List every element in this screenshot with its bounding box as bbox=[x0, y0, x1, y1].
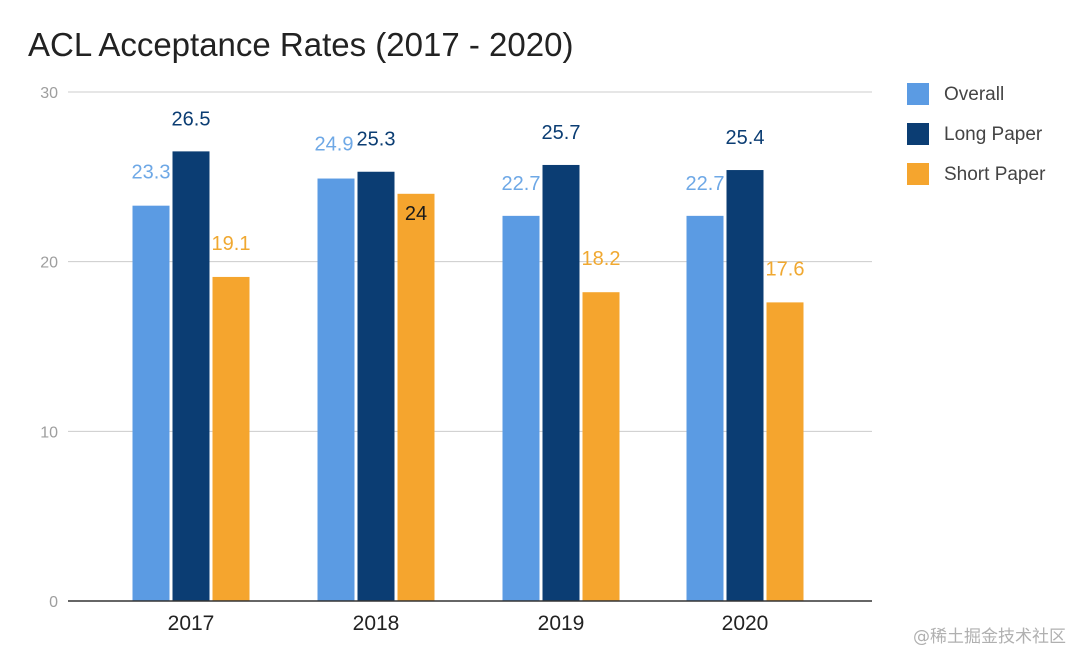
bar-overall-2017 bbox=[132, 205, 170, 601]
x-axis: 2017 2018 2019 2020 bbox=[68, 600, 872, 635]
y-tick-label: 20 bbox=[40, 255, 58, 272]
watermark-text: @稀土掘金技术社区 bbox=[913, 627, 1066, 647]
data-label-long-paper-2020: 25.4 bbox=[726, 127, 765, 149]
x-tick-label-2019: 2019 bbox=[538, 612, 585, 635]
bar-short-paper-2018 bbox=[397, 193, 435, 602]
legend: Overall Long Paper Short Paper bbox=[907, 83, 1046, 185]
bar-long-paper-2017 bbox=[172, 151, 210, 601]
data-label-short-paper-2017: 19.1 bbox=[212, 233, 251, 255]
bar-overall-2018 bbox=[317, 178, 355, 601]
legend-label-long-paper: Long Paper bbox=[944, 124, 1043, 145]
bar-long-paper-2018 bbox=[357, 171, 395, 601]
legend-swatch-short-paper bbox=[907, 163, 929, 185]
data-label-overall-2020: 22.7 bbox=[686, 173, 725, 195]
data-label-long-paper-2019: 25.7 bbox=[542, 122, 581, 144]
legend-label-short-paper: Short Paper bbox=[944, 164, 1046, 185]
data-label-short-paper-2019: 18.2 bbox=[582, 248, 621, 270]
data-label-long-paper-2017: 26.5 bbox=[172, 108, 211, 130]
data-label-overall-2018: 24.9 bbox=[315, 134, 354, 156]
data-label-short-paper-2020: 17.6 bbox=[766, 258, 805, 280]
x-tick-label-2018: 2018 bbox=[353, 612, 400, 635]
legend-label-overall: Overall bbox=[944, 84, 1004, 105]
data-label-overall-2019: 22.7 bbox=[502, 173, 541, 195]
bar-short-paper-2020 bbox=[766, 302, 804, 601]
bar-overall-2019 bbox=[502, 215, 540, 601]
bar-short-paper-2019 bbox=[582, 292, 620, 601]
x-tick-label-2020: 2020 bbox=[722, 612, 769, 635]
y-tick-label: 30 bbox=[40, 85, 58, 102]
x-tick-label-2017: 2017 bbox=[168, 612, 215, 635]
data-label-short-paper-2018: 24 bbox=[405, 203, 427, 225]
bars-layer bbox=[132, 151, 804, 602]
y-tick-label: 10 bbox=[40, 424, 58, 441]
bar-overall-2020 bbox=[686, 215, 724, 601]
data-label-long-paper-2018: 25.3 bbox=[357, 129, 396, 151]
legend-swatch-long-paper bbox=[907, 123, 929, 145]
chart-title: ACL Acceptance Rates (2017 - 2020) bbox=[28, 26, 573, 63]
data-labels-layer: 23.3 26.5 19.1 24.9 25.3 24 22.7 25.7 18.2 22.7 25… bbox=[132, 108, 805, 280]
bar-long-paper-2020 bbox=[726, 170, 764, 601]
legend-swatch-overall bbox=[907, 83, 929, 105]
bar-short-paper-2017 bbox=[212, 276, 250, 601]
data-label-overall-2017: 23.3 bbox=[132, 162, 171, 184]
y-tick-label: 0 bbox=[49, 594, 58, 611]
bar-long-paper-2019 bbox=[542, 164, 580, 601]
